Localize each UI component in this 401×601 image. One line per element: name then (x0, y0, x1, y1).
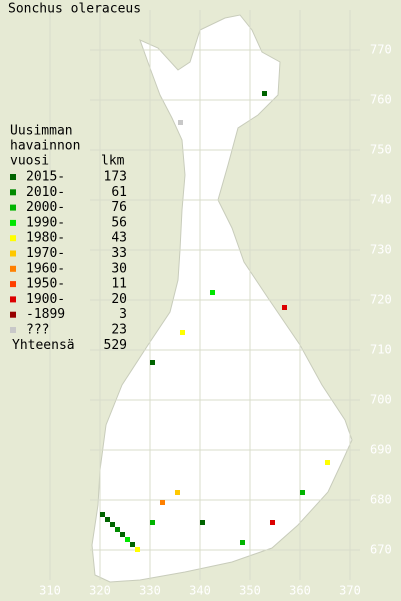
y-tick-label: 740 (370, 193, 392, 207)
record-squares (100, 91, 330, 552)
record-square (130, 542, 135, 547)
legend-label: 1950- (26, 277, 65, 292)
legend-swatch (10, 174, 16, 180)
x-tick-label: 350 (239, 584, 261, 598)
legend-label: -1899 (26, 307, 65, 322)
record-square (282, 305, 287, 310)
legend-count: 20 (111, 292, 127, 307)
legend-label: ??? (26, 323, 49, 338)
record-square (178, 120, 183, 125)
x-tick-label: 310 (39, 584, 61, 598)
y-tick-label: 700 (370, 393, 392, 407)
legend-swatch (10, 189, 16, 196)
x-tick-label: 320 (89, 584, 111, 598)
record-square (115, 527, 120, 532)
record-square (175, 490, 180, 495)
y-tick-label: 750 (370, 143, 392, 157)
legend-label: 2010- (26, 185, 65, 200)
record-square (210, 290, 215, 295)
legend-label: 1980- (26, 231, 65, 246)
legend-count: 76 (111, 200, 127, 215)
y-tick-label: 690 (370, 443, 392, 457)
y-tick-label: 760 (370, 93, 392, 107)
legend-heading: Uusimman (10, 124, 73, 139)
grid (49, 10, 360, 580)
legend-count: 30 (111, 261, 127, 276)
legend-label: 1900- (26, 292, 65, 307)
legend-count: 11 (111, 277, 127, 292)
y-tick-label: 720 (370, 293, 392, 307)
legend-swatch (10, 311, 16, 318)
record-square (325, 460, 330, 465)
record-square (125, 537, 130, 542)
legend-column-header: vuosi (10, 154, 49, 169)
legend-label: 2000- (26, 200, 65, 215)
record-square (300, 490, 305, 495)
legend-count: 23 (111, 323, 127, 338)
legend-label: 2015- (26, 170, 65, 185)
map-title: Sonchus oleraceus (8, 2, 141, 17)
legend-swatch (10, 281, 16, 288)
record-square (150, 360, 155, 365)
record-square (240, 540, 245, 545)
record-square (200, 520, 205, 525)
legend-swatch (10, 219, 16, 226)
legend-swatch (10, 327, 16, 333)
legend-label: 1960- (26, 261, 65, 276)
record-square (262, 91, 267, 96)
legend-total: 529 (104, 338, 127, 353)
finland-outline (91, 14, 353, 583)
legend-swatch (10, 265, 16, 272)
x-tick-label: 340 (189, 584, 211, 598)
y-tick-label: 710 (370, 343, 392, 357)
legend-swatch (10, 235, 16, 242)
y-tick-label: 670 (370, 543, 392, 557)
legend-count: 43 (111, 231, 127, 246)
legend-swatch (10, 296, 16, 303)
record-square (110, 522, 115, 527)
x-tick-label: 360 (289, 584, 311, 598)
record-square (135, 547, 140, 552)
y-tick-label: 770 (370, 43, 392, 57)
legend-count: 61 (111, 185, 127, 200)
axes: 310 320 330 340 350 360 3706706806907007107207… (39, 43, 392, 598)
legend-count: 173 (104, 170, 127, 185)
legend-label: 1990- (26, 215, 65, 230)
legend-label: 1970- (26, 246, 65, 261)
legend-swatch (10, 250, 16, 257)
record-square (100, 512, 105, 517)
record-square (270, 520, 275, 525)
record-square (120, 532, 125, 537)
legend-swatch (10, 204, 16, 211)
legend: 2015- 173 2010- 61 2000- 76 1990- 56 1980- 43 1970… (10, 170, 127, 353)
x-tick-label: 370 (339, 584, 361, 598)
y-tick-label: 680 (370, 493, 392, 507)
legend-total-label: Yhteensä (12, 338, 75, 353)
record-square (180, 330, 185, 335)
legend-column-header: lkm (101, 154, 125, 169)
y-tick-label: 730 (370, 243, 392, 257)
legend-heading: havainnon (10, 139, 80, 154)
x-tick-label: 330 (139, 584, 161, 598)
legend-count: 56 (111, 215, 127, 230)
record-square (160, 500, 165, 505)
legend-count: 3 (119, 307, 127, 322)
record-square (105, 517, 110, 522)
legend-count: 33 (111, 246, 127, 261)
record-square (150, 520, 155, 525)
